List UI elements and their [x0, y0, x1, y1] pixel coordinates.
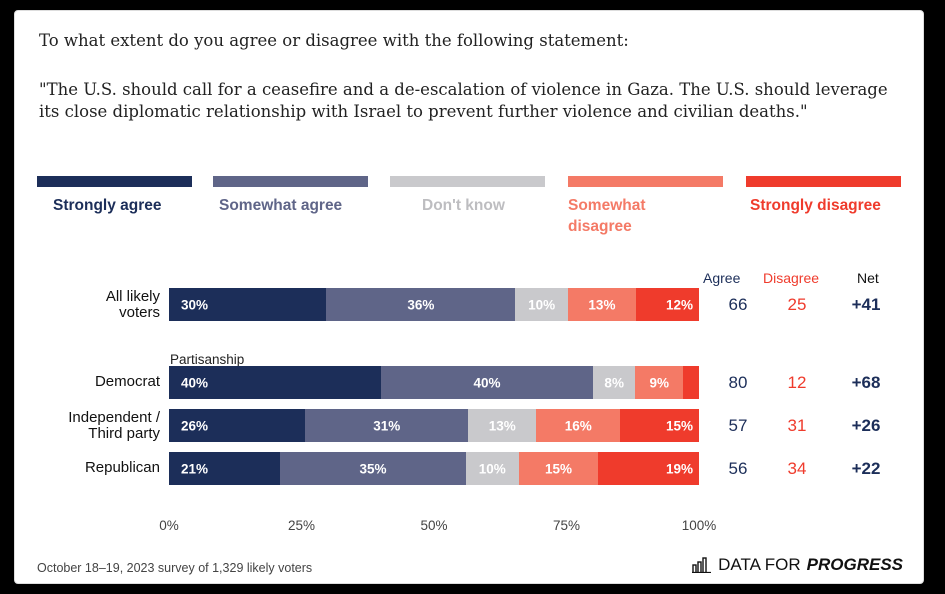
data-label: 15% [665, 418, 693, 433]
legend-swatch [390, 176, 545, 187]
agree-value: 56 [728, 459, 748, 478]
data-label: 35% [359, 461, 387, 476]
data-label: 30% [181, 297, 209, 312]
row-label-all-likely-voters: All likely voters [105, 288, 160, 321]
bar-segment: 10% [465, 452, 519, 485]
data-label: 10% [478, 461, 506, 476]
legend-swatch [213, 176, 368, 187]
legend-label: Strongly agree [53, 197, 162, 214]
bar-segment: 36% [326, 288, 516, 321]
net-value: +68 [851, 373, 881, 392]
col-head-net: Net [857, 270, 879, 286]
bar-segment: 35% [280, 452, 466, 485]
disagree-value: 25 [787, 295, 807, 314]
net-value: +26 [851, 416, 881, 435]
bar-segment: 40% [381, 366, 593, 399]
row-label-independent: Independent / Third party [68, 409, 160, 442]
section-label-partisanship: Partisanship [170, 352, 245, 367]
bar-segment: 16% [536, 409, 621, 442]
legend-somewhat-disagree: Somewhat disagree [568, 176, 723, 237]
legend-label: Somewhat agree [219, 197, 343, 214]
legend-strongly-disagree: Strongly disagree [746, 176, 901, 216]
legend-label: Strongly disagree [750, 197, 881, 214]
stacked-bar: 26% 31% 13% 16% 15% [169, 409, 699, 442]
data-label: 10% [528, 297, 556, 312]
agree-value: 80 [728, 373, 748, 392]
question-text: To what extent do you agree or disagree … [39, 31, 629, 50]
disagree-value: 31 [787, 416, 807, 435]
bar-segment [683, 366, 699, 399]
stacked-bar: 40% 40% 8% 9% [169, 366, 699, 399]
legend-swatch [746, 176, 901, 187]
bar-segment: 9% [635, 366, 684, 399]
brand-prefix: DATA FOR [718, 555, 801, 574]
data-label: 8% [604, 375, 624, 390]
agree-value: 57 [728, 416, 748, 435]
statement-text: "The U.S. should call for a ceasefire an… [39, 80, 888, 121]
brand-emphasis: PROGRESS [806, 555, 903, 574]
legend-somewhat-agree: Somewhat agree [213, 176, 368, 216]
col-head-agree: Agree [703, 270, 741, 286]
bar-segment: 12% [636, 288, 700, 321]
agree-value: 66 [728, 295, 748, 314]
legend-dont-know: Don't know [390, 176, 545, 216]
stacked-bar: 30% 36% 10% 13% 12% [169, 288, 700, 321]
bar-segment: 40% [169, 366, 381, 399]
data-label: 13% [488, 418, 516, 433]
data-label: 40% [181, 375, 209, 390]
data-label: 15% [545, 461, 573, 476]
data-label: 36% [407, 297, 435, 312]
bar-segment: 15% [518, 452, 599, 485]
disagree-value: 12 [787, 373, 807, 392]
legend-label: Somewhat disagree [568, 197, 646, 235]
net-value: +41 [851, 295, 881, 314]
bar-segment: 13% [567, 288, 637, 321]
brand-logo: DATA FOR PROGRESS [692, 555, 903, 575]
x-tick-label: 25% [287, 518, 316, 533]
data-label: 12% [665, 297, 694, 312]
x-tick-label: 75% [552, 518, 581, 533]
bar-chart-icon [692, 557, 712, 573]
bar-segment: 21% [169, 452, 281, 485]
data-label: 21% [181, 461, 209, 476]
legend-label: Don't know [422, 197, 505, 214]
disagree-value: 34 [787, 459, 807, 478]
net-value: +22 [851, 459, 881, 478]
data-label: 26% [181, 418, 209, 433]
data-label: 9% [649, 375, 669, 390]
data-label: 31% [373, 418, 401, 433]
data-label: 19% [665, 461, 693, 476]
bar-segment: 30% [169, 288, 327, 321]
x-tick-label: 50% [420, 518, 448, 533]
bar-segment: 10% [515, 288, 568, 321]
data-label: 40% [473, 375, 501, 390]
bar-segment: 15% [620, 409, 699, 442]
chart-card: To what extent do you agree or disagree … [14, 10, 924, 584]
legend-swatch [37, 176, 192, 187]
x-tick-label: 100% [681, 518, 717, 533]
stacked-bar: 21% 35% 10% 15% 19% [169, 452, 699, 485]
row-label-republican: Republican [84, 459, 160, 476]
bar-segment: 26% [169, 409, 306, 442]
data-label: 13% [588, 297, 616, 312]
bar-segment: 31% [305, 409, 469, 442]
legend-strongly-agree: Strongly agree [37, 176, 192, 216]
bar-segment: 13% [468, 409, 537, 442]
data-label: 16% [564, 418, 592, 433]
bar-segment: 19% [598, 452, 699, 485]
bar-segment: 8% [593, 366, 636, 399]
row-label-democrat: Democrat [94, 373, 160, 390]
col-head-disagree: Disagree [763, 270, 820, 286]
source-note: October 18–19, 2023 survey of 1,329 like… [37, 561, 313, 575]
legend-swatch [568, 176, 723, 187]
x-tick-label: 0% [159, 518, 179, 533]
